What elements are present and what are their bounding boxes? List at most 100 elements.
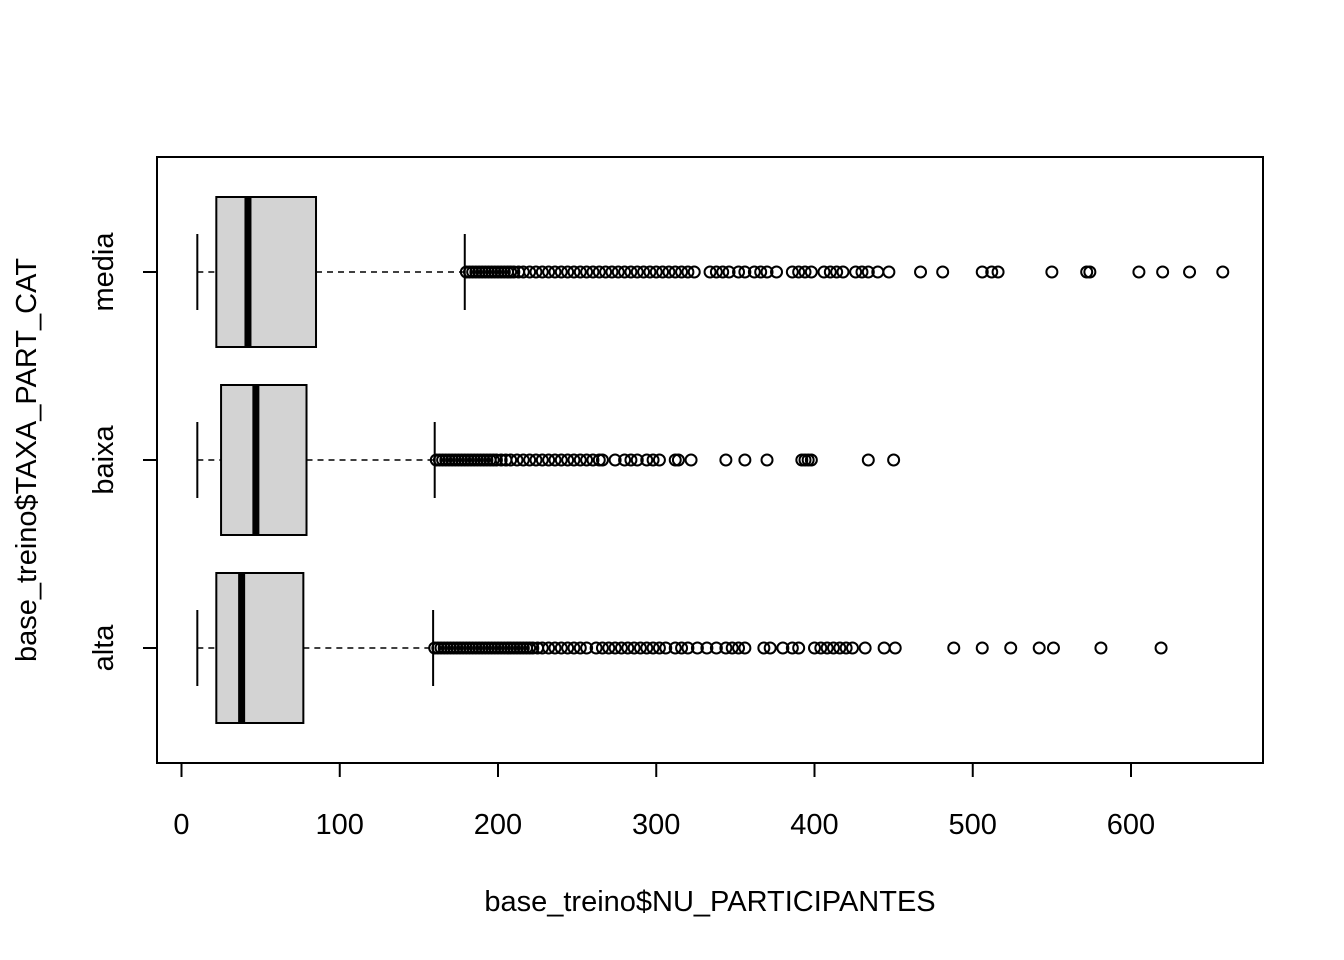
outlier-point: [947, 641, 961, 655]
outlier-point: [542, 641, 556, 655]
outlier-point: [656, 265, 670, 279]
outlier-point: [535, 453, 549, 467]
outlier-point: [792, 265, 806, 279]
iqr-box: [215, 572, 305, 724]
outlier-point: [640, 453, 654, 467]
outlier-point: [732, 265, 746, 279]
y-axis-title: base_treino$TAXA_PART_CAT: [11, 258, 43, 662]
x-tick-label: 300: [632, 809, 680, 841]
outlier-point: [770, 265, 784, 279]
outlier-point: [814, 641, 828, 655]
outlier-point: [817, 265, 831, 279]
outlier-point: [567, 453, 581, 467]
outlier-point: [1032, 641, 1046, 655]
outlier-point: [690, 641, 704, 655]
outlier-point: [573, 641, 587, 655]
outlier-point: [823, 265, 837, 279]
outlier-point: [624, 453, 638, 467]
outlier-point: [624, 265, 638, 279]
outlier-point: [554, 265, 568, 279]
outlier-point: [861, 265, 875, 279]
outlier-point: [599, 265, 613, 279]
outlier-point: [975, 265, 989, 279]
outlier-point: [489, 453, 503, 467]
outlier-point: [580, 641, 594, 655]
outlier-point: [808, 641, 821, 655]
outlier-point: [936, 265, 950, 279]
outlier-point: [614, 641, 628, 655]
outlier-point: [608, 641, 622, 655]
outlier-point: [567, 641, 581, 655]
outlier-point: [1156, 265, 1170, 279]
outlier-point: [914, 265, 928, 279]
outlier-point: [754, 265, 768, 279]
outlier-point: [589, 641, 603, 655]
outlier-point: [684, 453, 698, 467]
outlier-point: [548, 265, 562, 279]
outlier-point: [649, 265, 663, 279]
outlier-point: [652, 641, 666, 655]
outlier-point: [516, 265, 530, 279]
outlier-point: [738, 641, 752, 655]
outlier-point: [1004, 641, 1018, 655]
outlier-point: [725, 641, 739, 655]
outlier-point: [608, 453, 622, 467]
outlier-point: [611, 265, 625, 279]
outlier-point: [652, 453, 666, 467]
outlier-point: [709, 641, 723, 655]
outlier-point: [561, 265, 575, 279]
outlier-point: [523, 265, 537, 279]
outlier-point: [757, 641, 771, 655]
outlier-point: [1216, 265, 1230, 279]
x-tick-label: 100: [316, 809, 364, 841]
outlier-point: [738, 265, 752, 279]
outlier-point: [785, 641, 799, 655]
outlier-point: [548, 641, 562, 655]
outlier-point: [687, 265, 701, 279]
outlier-point: [719, 453, 733, 467]
outlier-point: [646, 641, 660, 655]
outlier-point: [709, 265, 723, 279]
outlier-point: [804, 453, 818, 467]
outlier-point: [637, 265, 651, 279]
outlier-point: [586, 453, 600, 467]
box-group-media: [196, 196, 1230, 348]
outlier-point: [567, 265, 581, 279]
outlier-point: [975, 641, 989, 655]
outlier-point: [882, 265, 896, 279]
outlier-point: [523, 453, 537, 467]
outlier-point: [839, 641, 853, 655]
outlier-point: [618, 265, 632, 279]
outlier-point: [681, 641, 695, 655]
outlier-point: [627, 641, 641, 655]
outlier-point: [985, 265, 999, 279]
outlier-point: [722, 265, 736, 279]
outlier-point: [675, 265, 689, 279]
outlier-point: [845, 641, 859, 655]
outlier-point: [668, 265, 682, 279]
outlier-point: [516, 453, 530, 467]
outlier-point: [618, 453, 632, 467]
outlier-point: [760, 453, 774, 467]
outlier-point: [646, 453, 660, 467]
outlier-point: [877, 641, 891, 655]
outlier-point: [888, 641, 902, 655]
outlier-point: [861, 453, 875, 467]
outlier-point: [675, 641, 689, 655]
outlier-point: [542, 453, 556, 467]
outlier-point: [659, 641, 673, 655]
x-tick-label: 500: [949, 809, 997, 841]
outlier-point: [602, 641, 616, 655]
outlier-point: [820, 641, 834, 655]
outlier-point: [633, 641, 647, 655]
outlier-point: [747, 265, 761, 279]
outlier-point: [494, 453, 508, 467]
outlier-point: [535, 265, 549, 279]
y-tick-label: alta: [88, 624, 120, 672]
outlier-point: [849, 265, 863, 279]
x-tick-label: 0: [173, 809, 189, 841]
outlier-point: [643, 265, 657, 279]
outlier-point: [535, 641, 549, 655]
outlier-point: [833, 641, 847, 655]
outlier-point: [573, 453, 587, 467]
